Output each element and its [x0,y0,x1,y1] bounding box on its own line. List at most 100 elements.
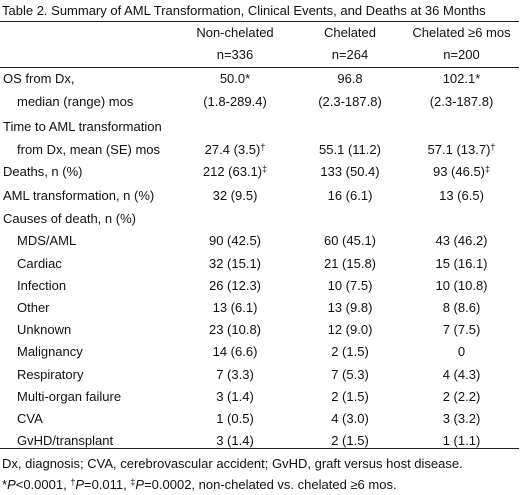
footnote-part: P [7,477,16,492]
cell-value: 4 (3.0) [331,411,369,426]
table-row: Malignancy 14 (6.6) 2 (1.5) 0 [0,341,520,363]
table-cell: 3 (3.2) [405,408,518,430]
cell-value: 2 (1.5) [331,344,369,359]
table-row: Time to AML transformation [0,116,520,138]
table-cell: 7 (5.3) [295,364,405,386]
table-cell: 32 (9.5) [180,185,290,207]
table-cell: 8 (8.6) [405,297,518,319]
table-cell: (2.3-187.8) [405,91,518,113]
top-rule [0,21,519,22]
cell-value: (1.8-289.4) [203,94,267,109]
cell-value: (2.3-187.8) [429,94,494,109]
cell-value: 7 (7.5) [442,322,481,337]
footnote-marker: ‡ [262,164,268,174]
table-cell: 1 (0.5) [180,408,290,430]
row-label: OS from Dx, [3,71,75,86]
cell-value: 90 (42.5) [208,233,262,248]
footnote-marker: ‡ [485,164,491,174]
cell-value: 2 (2.2) [442,389,481,404]
cell-value: 10 (7.5) [327,278,373,293]
cell-value: 32 (9.5) [212,188,258,203]
row-label: median (range) mos [17,94,134,109]
table-cell: 15 (16.1) [405,253,518,275]
table-row: Respiratory 7 (3.3) 7 (5.3) 4 (4.3) [0,364,520,386]
row-label: Deaths, n (%) [3,164,83,179]
row-label: CVA [17,411,43,426]
cell-value: 7 (3.3) [216,367,254,382]
header-row-n: n=336 n=264 n=200 [0,44,520,66]
table-cell: 23 (10.8) [180,319,290,341]
cell-value: 60 (45.1) [323,233,377,248]
table-cell: 2 (1.5) [295,386,405,408]
cell-value: 3 (1.4) [216,389,254,404]
cell-value: 13 (6.1) [212,300,258,315]
cell-value: 8 (8.6) [442,300,481,315]
cell-value: 43 (46.2) [435,233,488,248]
cell-value: 26 (12.3) [208,278,262,293]
footnote-part: <0.0001, [15,477,71,492]
table-cell: 2 (1.5) [295,341,405,363]
row-label: Other [17,300,50,315]
footnote-part: * [2,477,8,492]
table-cell: 55.1 (11.2) [295,139,405,161]
row-label: Multi-organ failure [17,389,122,404]
row-label: Time to AML transformation [3,119,162,134]
table-row: Infection 26 (12.3) 10 (7.5) 10 (10.8) [0,275,520,297]
table-cell: 16 (6.1) [295,185,405,207]
table-row: GvHD/transplant 3 (1.4) 2 (1.5) 1 (1.1) [0,430,520,452]
table-cell: 12 (9.0) [295,319,405,341]
col-header-name: Non-chelated [196,25,274,40]
table-cell: 7 (7.5) [405,319,518,341]
table-cell: 27.4 (3.5)† [180,139,290,161]
table-cell: 32 (15.1) [180,253,290,275]
footnote-part: ‡ [130,477,136,487]
table-cell: 60 (45.1) [295,230,405,252]
table-cell: 3 (1.4) [180,386,290,408]
cell-value: 1 (0.5) [216,411,254,426]
table-row: from Dx, mean (SE) mos 27.4 (3.5)† 55.1 (1… [0,139,520,161]
cell-value: 23 (10.8) [208,322,262,337]
cell-value: 14 (6.6) [212,344,258,359]
cell-value: 15 (16.1) [435,256,488,271]
cell-value: 96.8 [337,71,363,86]
footnote-abbreviations: Dx, diagnosis; CVA, cerebrovascular acci… [2,456,463,471]
cell-value: 27.4 (3.5) [204,142,261,157]
row-label: Malignancy [17,344,83,359]
table-cell: 7 (3.3) [180,364,290,386]
bottom-rule [0,448,519,449]
cell-value: 12 (9.0) [327,322,373,337]
cell-value: 4 (4.3) [442,367,481,382]
table-cell: 4 (3.0) [295,408,405,430]
table-cell: 26 (12.3) [180,275,290,297]
table-cell: 2 (1.5) [295,430,405,452]
table-cell: 2 (2.2) [405,386,518,408]
table-title: Table 2. Summary of AML Transformation, … [2,3,486,18]
table-cell: 13 (9.8) [295,297,405,319]
cell-value: 133 (50.4) [320,164,380,179]
table-row: Unknown 23 (10.8) 12 (9.0) 7 (7.5) [0,319,520,341]
table-row: Other 13 (6.1) 13 (9.8) 8 (8.6) [0,297,520,319]
cell-value: 50.0* [219,71,251,86]
footnote-part: † [70,477,76,487]
cell-value: 7 (5.3) [331,367,369,382]
table-row: CVA 1 (0.5) 4 (3.0) 3 (3.2) [0,408,520,430]
header-rule [0,67,519,68]
table-cell: 10 (10.8) [405,275,518,297]
table-cell: 133 (50.4) [295,161,405,183]
cell-value: (2.3-187.8) [318,94,382,109]
cell-value: 93 (46.5) [432,164,486,179]
cell-value: 13 (9.8) [327,300,373,315]
footnote-part: =0.0002, non-chelated vs. chelated ≥6 mo… [144,477,397,492]
table-row: AML transformation, n (%) 32 (9.5) 16 (6.1… [0,185,520,207]
table-cell: 43 (46.2) [405,230,518,252]
table-cell: 4 (4.3) [405,364,518,386]
table-cell: 0 [405,341,518,363]
table-cell: 96.8 [295,68,405,90]
row-label: GvHD/transplant [17,433,114,448]
table-cell: 102.1* [405,68,518,90]
row-label: Unknown [17,322,72,337]
cell-value: 3 (1.4) [216,433,254,448]
table-row: median (range) mos (1.8-289.4) (2.3-187.8)… [0,91,520,113]
footnote-part: P [75,477,84,492]
